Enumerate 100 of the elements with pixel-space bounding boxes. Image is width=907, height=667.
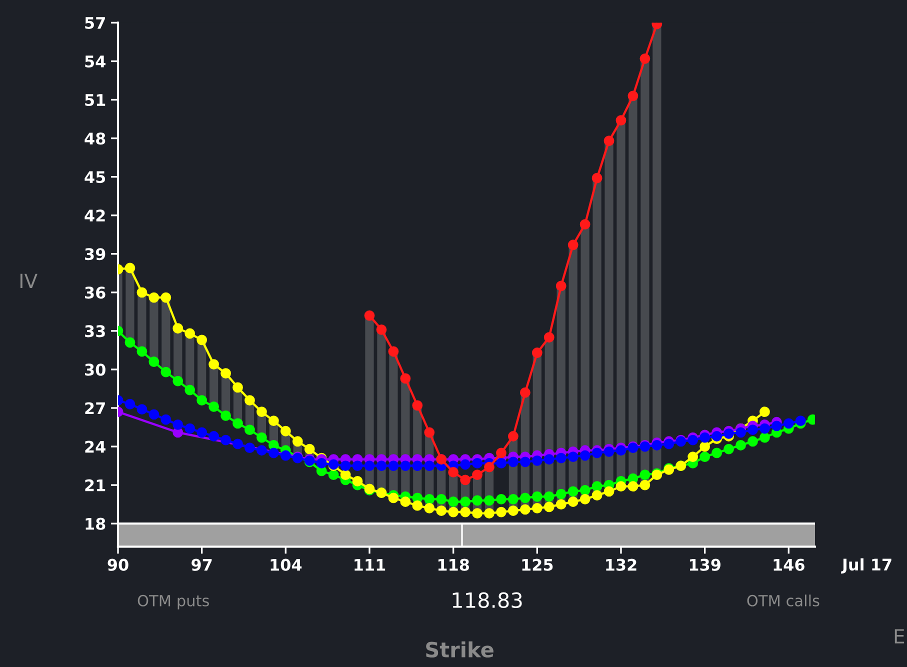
point — [748, 436, 758, 447]
point — [160, 414, 172, 425]
point — [604, 446, 614, 457]
point — [352, 476, 363, 486]
point — [795, 416, 806, 426]
point — [544, 332, 554, 343]
point — [208, 359, 220, 370]
point — [304, 444, 315, 454]
point — [376, 324, 387, 335]
point — [136, 404, 148, 414]
point — [460, 459, 471, 470]
point — [700, 452, 710, 462]
point — [124, 262, 136, 274]
point — [532, 348, 542, 358]
point — [783, 418, 794, 429]
point — [256, 406, 267, 418]
point — [268, 416, 279, 426]
point — [472, 458, 482, 468]
point — [184, 384, 196, 396]
x-tick-label: 132 — [606, 558, 636, 571]
x-tick-label: 97 — [192, 558, 212, 571]
y-tick-label: 33 — [85, 325, 105, 338]
point — [448, 506, 459, 518]
point — [592, 481, 602, 492]
point — [544, 502, 554, 512]
point — [448, 496, 459, 507]
point — [688, 452, 698, 462]
point — [484, 508, 494, 519]
point — [496, 494, 506, 504]
y-tick-label: 48 — [84, 132, 106, 145]
point — [184, 328, 196, 339]
text: Jul 17 — [841, 558, 892, 574]
x-tick-label: 146 — [774, 558, 804, 571]
point — [508, 456, 518, 468]
point — [472, 495, 482, 506]
point — [616, 445, 626, 456]
point — [568, 240, 578, 250]
point — [244, 442, 255, 454]
point — [268, 448, 279, 458]
point — [424, 427, 435, 438]
point — [412, 500, 423, 511]
point — [124, 337, 136, 348]
y-tick-label: 51 — [85, 94, 106, 106]
point — [196, 334, 208, 346]
y-axis-title: IV — [20, 274, 38, 288]
point — [759, 423, 770, 434]
point — [592, 490, 602, 501]
point — [628, 90, 638, 102]
point — [364, 460, 375, 471]
x-tick-label: 125 — [522, 558, 553, 571]
point — [184, 423, 196, 434]
point — [616, 481, 626, 492]
point — [484, 495, 494, 506]
point — [736, 440, 746, 450]
point — [759, 406, 770, 418]
text: OTM calls — [747, 594, 820, 606]
point — [424, 460, 435, 471]
point — [556, 499, 566, 510]
y-tick-label: 39 — [85, 248, 106, 260]
point — [604, 486, 614, 497]
point — [232, 418, 243, 429]
point — [172, 376, 184, 386]
text: 118.83 — [452, 592, 522, 608]
point — [759, 432, 770, 443]
point — [628, 481, 638, 492]
point — [496, 448, 506, 458]
point — [580, 219, 590, 230]
point — [580, 450, 590, 461]
point — [556, 488, 566, 500]
point — [508, 431, 518, 442]
point — [484, 462, 494, 472]
point — [640, 480, 650, 490]
point — [196, 427, 208, 438]
point — [640, 470, 650, 480]
point — [388, 346, 399, 357]
point — [436, 506, 447, 516]
point — [256, 445, 267, 456]
x-tick-label: 118 — [438, 558, 470, 571]
point — [460, 496, 471, 507]
y-tick-label: 57 — [85, 17, 105, 29]
point — [196, 395, 208, 406]
point — [532, 502, 542, 514]
point — [712, 448, 722, 458]
y-tick-label: 24 — [85, 440, 106, 453]
y-tick-label: 21 — [85, 479, 106, 492]
point — [520, 456, 530, 468]
point — [580, 494, 590, 504]
point — [412, 400, 423, 411]
point — [724, 428, 734, 439]
point — [664, 438, 674, 450]
point — [124, 398, 136, 410]
point — [448, 467, 459, 478]
point — [136, 346, 148, 357]
point — [712, 431, 722, 442]
point — [508, 494, 518, 504]
point — [496, 506, 506, 518]
y-tick-label: 42 — [84, 210, 105, 222]
point — [292, 436, 303, 447]
point — [160, 366, 172, 378]
point — [460, 506, 471, 518]
